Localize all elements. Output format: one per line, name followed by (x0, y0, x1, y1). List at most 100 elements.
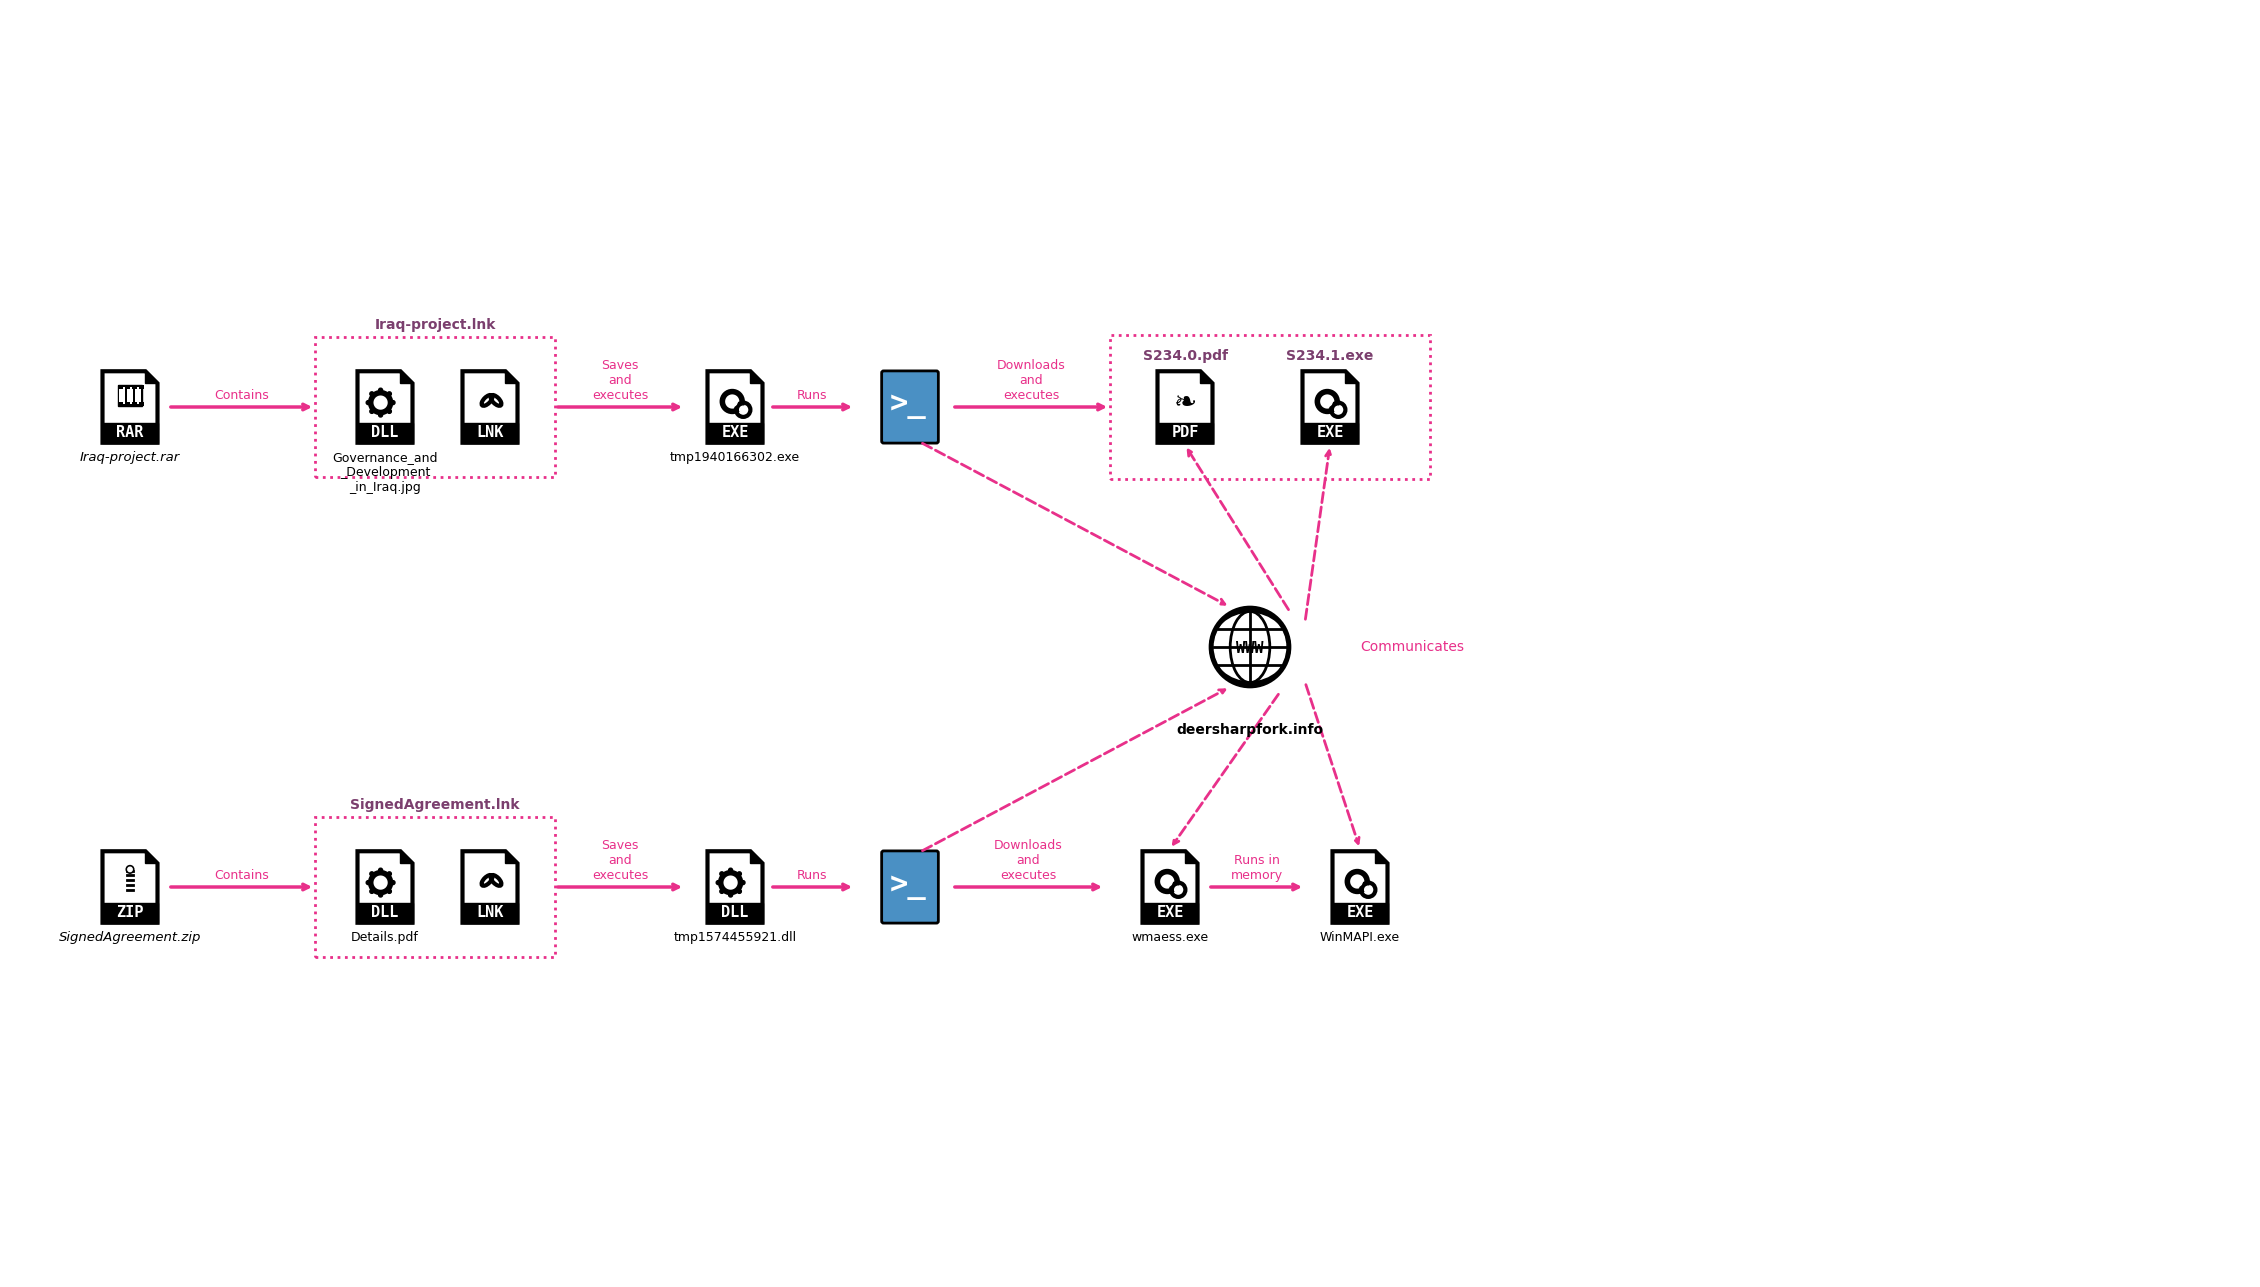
Bar (118, 385, 122, 389)
Text: Downloads
and
executes: Downloads and executes (997, 359, 1064, 402)
Text: ZIP: ZIP (115, 905, 145, 920)
Text: SignedAgreement.lnk: SignedAgreement.lnk (350, 798, 520, 812)
Text: LNK: LNK (477, 905, 504, 920)
Text: Runs: Runs (798, 869, 827, 882)
Polygon shape (1302, 371, 1358, 443)
Bar (127, 387, 133, 404)
Polygon shape (707, 851, 762, 923)
Text: tmp1574455921.dll: tmp1574455921.dll (673, 931, 796, 943)
Text: tmp1940166302.exe: tmp1940166302.exe (669, 450, 800, 463)
Text: Saves
and
executes: Saves and executes (592, 839, 649, 882)
Circle shape (1214, 611, 1286, 682)
Circle shape (1336, 407, 1342, 413)
Polygon shape (1376, 851, 1388, 864)
Text: EXE: EXE (721, 425, 748, 440)
Circle shape (1322, 396, 1331, 407)
Circle shape (366, 880, 371, 884)
Circle shape (375, 398, 386, 408)
Bar (118, 385, 142, 405)
Text: Governance_and
_Development
_in_Iraq.jpg: Governance_and _Development _in_Iraq.jpg (332, 450, 438, 494)
Polygon shape (1345, 371, 1358, 384)
Bar (118, 402, 122, 405)
Circle shape (386, 871, 391, 876)
Text: Runs: Runs (798, 389, 827, 402)
Polygon shape (1144, 851, 1198, 923)
Circle shape (129, 867, 131, 871)
Text: deersharpfork.info: deersharpfork.info (1177, 690, 1324, 736)
Circle shape (386, 391, 391, 396)
Bar (1110, 335, 1431, 479)
Polygon shape (463, 371, 518, 443)
Bar (124, 402, 129, 405)
Polygon shape (400, 851, 414, 864)
Text: EXE: EXE (1157, 905, 1184, 920)
Circle shape (721, 871, 723, 876)
Polygon shape (400, 371, 414, 384)
Circle shape (725, 878, 734, 888)
Text: Iraq-project.rar: Iraq-project.rar (79, 450, 181, 463)
Polygon shape (1200, 371, 1214, 384)
Polygon shape (1186, 851, 1198, 864)
Bar (314, 337, 556, 477)
Polygon shape (707, 902, 762, 923)
Text: DLL: DLL (721, 905, 748, 920)
Circle shape (721, 889, 723, 893)
Bar (138, 402, 145, 405)
Polygon shape (102, 371, 158, 443)
Circle shape (737, 871, 741, 876)
Bar (131, 385, 136, 389)
Polygon shape (357, 371, 414, 443)
Polygon shape (463, 902, 518, 923)
Polygon shape (1157, 371, 1214, 443)
Circle shape (371, 889, 373, 893)
Circle shape (371, 409, 373, 413)
Polygon shape (1333, 851, 1388, 923)
Text: wmaess.exe: wmaess.exe (1132, 931, 1209, 943)
Polygon shape (357, 422, 414, 443)
Polygon shape (506, 851, 518, 864)
Circle shape (1365, 887, 1372, 893)
Text: S234.0.pdf: S234.0.pdf (1144, 349, 1227, 363)
Polygon shape (102, 422, 158, 443)
Circle shape (1351, 876, 1363, 887)
Bar (131, 402, 136, 405)
Text: Contains: Contains (215, 869, 269, 882)
Polygon shape (1333, 902, 1388, 923)
Circle shape (391, 400, 395, 404)
Polygon shape (102, 851, 158, 923)
Circle shape (728, 869, 732, 873)
Text: LNK: LNK (477, 425, 504, 440)
Polygon shape (463, 851, 518, 923)
Circle shape (371, 871, 373, 876)
Text: PDF: PDF (1171, 425, 1198, 440)
Bar (118, 387, 124, 404)
Text: ❧: ❧ (1173, 389, 1196, 417)
Polygon shape (357, 851, 414, 923)
Circle shape (1162, 876, 1173, 887)
Circle shape (728, 893, 732, 897)
Text: Contains: Contains (215, 389, 269, 402)
Text: DLL: DLL (371, 425, 398, 440)
Polygon shape (1144, 902, 1198, 923)
Circle shape (1175, 887, 1182, 893)
Circle shape (380, 389, 382, 393)
Text: EXE: EXE (1315, 425, 1345, 440)
Polygon shape (750, 851, 762, 864)
Circle shape (391, 880, 395, 884)
Text: SignedAgreement.zip: SignedAgreement.zip (59, 931, 201, 943)
Polygon shape (102, 902, 158, 923)
Polygon shape (357, 902, 414, 923)
Circle shape (380, 413, 382, 417)
FancyBboxPatch shape (881, 371, 938, 443)
Text: EXE: EXE (1347, 905, 1374, 920)
Circle shape (1211, 607, 1290, 686)
Polygon shape (707, 371, 762, 443)
FancyBboxPatch shape (881, 851, 938, 923)
Circle shape (737, 889, 741, 893)
Text: WWW: WWW (1236, 641, 1263, 656)
Circle shape (380, 893, 382, 897)
Circle shape (386, 889, 391, 893)
Circle shape (380, 869, 382, 873)
Circle shape (716, 880, 721, 884)
Circle shape (741, 880, 746, 884)
